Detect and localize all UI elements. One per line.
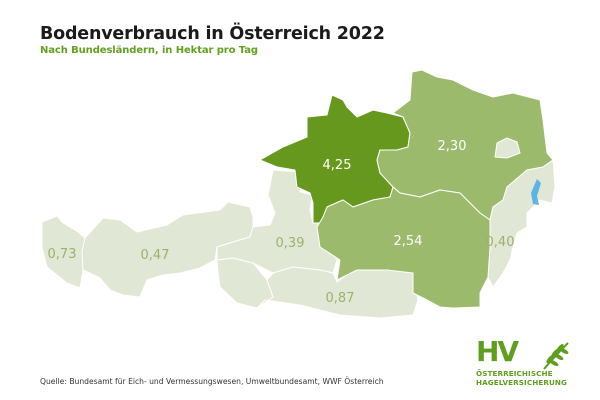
- page-subtitle: Nach Bundesländern, in Hektar pro Tag: [40, 45, 258, 56]
- lake-neusiedl: [531, 179, 541, 205]
- region-wien: [494, 137, 521, 159]
- logo-line-1: ÖSTERREICHISCHE: [476, 369, 553, 378]
- wheat-ear-icon: [543, 342, 569, 370]
- logo-mark: HV: [476, 335, 519, 368]
- region-kaernten: [256, 266, 419, 319]
- page-title: Bodenverbrauch in Österreich 2022: [40, 24, 385, 44]
- value-label-tirol: 0,47: [141, 248, 170, 263]
- source-note: Quelle: Bundesamt für Eich- und Vermessu…: [40, 377, 384, 386]
- value-label-niederoesterreich: 2,30: [438, 139, 467, 154]
- value-label-kaernten: 0,87: [326, 291, 355, 306]
- value-label-oberoesterreich: 4,25: [323, 158, 352, 173]
- value-label-vorarlberg: 0,73: [48, 247, 77, 262]
- value-label-salzburg: 0,39: [276, 236, 305, 251]
- value-label-burgenland: 0,40: [486, 235, 515, 250]
- region-steiermark: [316, 186, 491, 309]
- logo-line-2: HAGELVERSICHERUNG: [476, 378, 568, 387]
- logo: HV ÖSTERREICHISCHE HAGELVERSICHERUNG: [476, 335, 596, 389]
- value-label-steiermark: 2,54: [394, 234, 423, 249]
